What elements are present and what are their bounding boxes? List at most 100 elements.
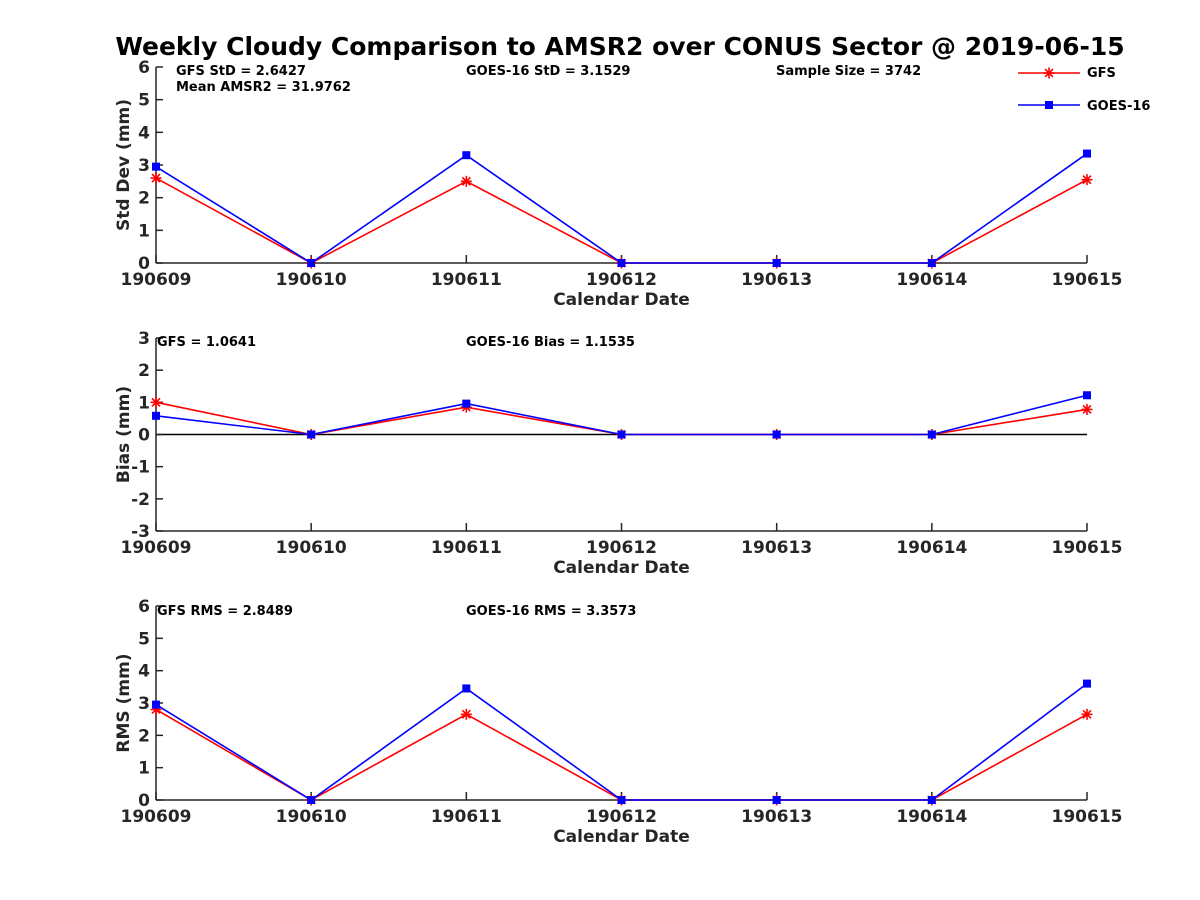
y-tick-label: 5 bbox=[138, 91, 150, 111]
data-point-goes16 bbox=[927, 259, 936, 267]
data-point-goes16 bbox=[462, 684, 471, 693]
panel-2: -3 -2 -1 0 1 2 3 190609 190610 190611 190612 190613… bbox=[114, 329, 1122, 578]
stat-annotation: Mean AMSR2 = 31.9762 bbox=[176, 80, 351, 95]
legend-goes16-label: GOES-16 bbox=[1087, 99, 1150, 114]
data-point-gfs bbox=[460, 708, 472, 720]
x-tick-label: 190613 bbox=[741, 807, 812, 827]
y-tick-label: 0 bbox=[138, 791, 150, 811]
data-point-goes16 bbox=[462, 399, 471, 408]
legend-gfs-marker bbox=[1043, 67, 1055, 79]
data-point-goes16 bbox=[307, 796, 316, 804]
data-point-gfs bbox=[1081, 174, 1093, 186]
stat-annotation: Sample Size = 3742 bbox=[776, 64, 921, 79]
data-point-goes16 bbox=[772, 430, 781, 439]
data-point-gfs bbox=[1081, 403, 1093, 415]
x-tick-label: 190612 bbox=[586, 270, 657, 290]
x-axis-label: Calendar Date bbox=[553, 290, 690, 310]
stat-annotation: GFS = 1.0641 bbox=[157, 335, 256, 350]
data-point-gfs bbox=[460, 175, 472, 187]
x-tick-label: 190613 bbox=[741, 270, 812, 290]
series-line-gfs bbox=[155, 708, 1088, 801]
series-line-gfs bbox=[155, 177, 1088, 264]
x-tick-label: 190613 bbox=[741, 538, 812, 558]
y-tick-label: 0 bbox=[138, 426, 150, 446]
y-axis-label: Bias (mm) bbox=[114, 386, 134, 483]
data-point-gfs bbox=[150, 396, 162, 408]
x-tick-label: 190610 bbox=[276, 807, 347, 827]
data-point-goes16 bbox=[1083, 391, 1091, 400]
x-tick-label: 190612 bbox=[586, 538, 657, 558]
legend-gfs-label: GFS bbox=[1087, 66, 1116, 81]
x-axis-label: Calendar Date bbox=[553, 558, 690, 578]
panel-3: 0 1 2 3 4 5 6 190609 190610 190611 190612 190613 190… bbox=[114, 597, 1122, 847]
legend-goes16-marker-shape bbox=[1045, 101, 1053, 109]
x-tick-label: 190609 bbox=[121, 807, 192, 827]
data-point-goes16 bbox=[462, 151, 471, 160]
legend-gfs-marker-shape bbox=[1043, 67, 1055, 79]
x-tick-label: 190615 bbox=[1052, 807, 1123, 827]
x-tick-label: 190610 bbox=[276, 270, 347, 290]
data-point-goes16 bbox=[927, 796, 936, 804]
y-tick-label: 6 bbox=[138, 58, 150, 78]
y-tick-label: -3 bbox=[131, 522, 150, 542]
data-point-gfs bbox=[1081, 708, 1093, 720]
data-point-goes16 bbox=[617, 796, 626, 804]
x-tick-label: 190615 bbox=[1052, 270, 1123, 290]
x-tick-label: 190612 bbox=[586, 807, 657, 827]
stat-annotation: GFS RMS = 2.8489 bbox=[157, 604, 293, 619]
y-tick-label: 1 bbox=[138, 393, 150, 413]
x-tick-label: 190614 bbox=[896, 270, 967, 290]
chart-title: Weekly Cloudy Comparison to AMSR2 over C… bbox=[115, 32, 1124, 61]
stat-annotation: GOES-16 StD = 3.1529 bbox=[466, 64, 630, 79]
panels: 0 1 2 3 4 5 6 190609 190610 190611 190612 190613 190… bbox=[114, 58, 1122, 847]
data-point-goes16 bbox=[152, 162, 160, 171]
y-tick-label: 1 bbox=[138, 221, 150, 241]
y-tick-label: -2 bbox=[131, 490, 150, 510]
x-tick-label: 190611 bbox=[431, 538, 502, 558]
data-point-goes16 bbox=[927, 430, 936, 439]
stat-annotation: GFS StD = 2.6427 bbox=[176, 64, 306, 79]
data-point-goes16 bbox=[1083, 679, 1091, 688]
x-tick-label: 190614 bbox=[896, 807, 967, 827]
x-tick-label: 190609 bbox=[121, 270, 192, 290]
series-line-goes16 bbox=[155, 152, 1088, 264]
y-axis-label: RMS (mm) bbox=[114, 653, 134, 752]
data-point-goes16 bbox=[617, 259, 626, 267]
y-tick-label: 2 bbox=[138, 361, 150, 381]
y-tick-label: 5 bbox=[138, 629, 150, 649]
x-axis-label: Calendar Date bbox=[553, 827, 690, 847]
data-point-goes16 bbox=[772, 796, 781, 804]
data-point-goes16 bbox=[1083, 149, 1091, 158]
x-tick-label: 190611 bbox=[431, 807, 502, 827]
y-axis-label: Std Dev (mm) bbox=[114, 99, 134, 231]
y-tick-label: 3 bbox=[138, 694, 150, 714]
data-point-goes16 bbox=[617, 430, 626, 439]
y-tick-label: 2 bbox=[138, 726, 150, 746]
data-point-gfs bbox=[150, 172, 162, 184]
data-point-goes16 bbox=[307, 430, 316, 439]
panel-1: 0 1 2 3 4 5 6 190609 190610 190611 190612 190613 190… bbox=[114, 58, 1122, 310]
y-tick-label: 3 bbox=[138, 156, 150, 176]
data-point-goes16 bbox=[152, 411, 160, 420]
y-tick-label: -1 bbox=[131, 458, 150, 478]
x-tick-label: 190615 bbox=[1052, 538, 1123, 558]
y-tick-label: 4 bbox=[138, 662, 150, 682]
series-line-goes16 bbox=[155, 394, 1088, 436]
stat-annotation: GOES-16 RMS = 3.3573 bbox=[466, 604, 636, 619]
x-tick-label: 190610 bbox=[276, 538, 347, 558]
legend-item-gfs: GFS bbox=[1018, 66, 1116, 81]
x-tick-label: 190611 bbox=[431, 270, 502, 290]
stat-annotation: GOES-16 Bias = 1.1535 bbox=[466, 335, 635, 350]
y-tick-label: 4 bbox=[138, 123, 150, 143]
legend-goes16-marker bbox=[1045, 101, 1053, 109]
data-point-goes16 bbox=[152, 700, 160, 709]
y-tick-label: 6 bbox=[138, 597, 150, 617]
y-tick-label: 2 bbox=[138, 189, 150, 209]
y-tick-label: 1 bbox=[138, 759, 150, 779]
data-point-goes16 bbox=[772, 259, 781, 267]
x-tick-label: 190609 bbox=[121, 538, 192, 558]
y-tick-label: 0 bbox=[138, 254, 150, 274]
series-line-goes16 bbox=[155, 682, 1088, 801]
y-tick-label: 3 bbox=[138, 329, 150, 349]
